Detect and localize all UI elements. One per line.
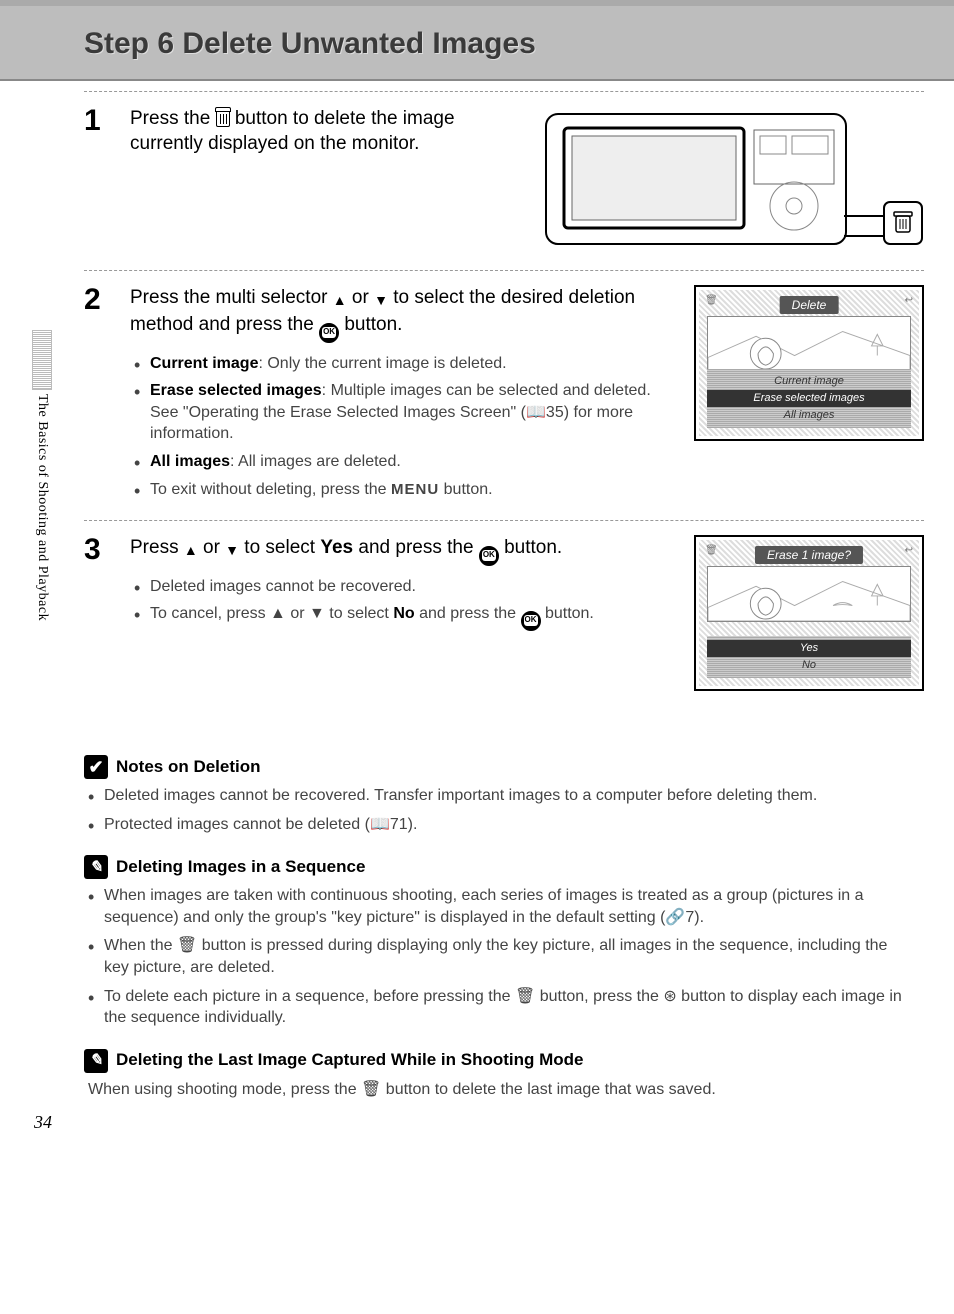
note-last-image: ✎ Deleting the Last Image Captured While… (84, 1049, 914, 1101)
check-badge-icon: ✔ (84, 755, 108, 779)
step-number: 2 (84, 285, 112, 507)
list-item: To exit without deleting, press the MENU… (134, 479, 676, 501)
down-icon (374, 287, 388, 313)
step-title: Step 6 Delete Unwanted Images (84, 24, 954, 65)
trash-icon (216, 111, 230, 127)
text: Press the (130, 108, 216, 129)
note-title: Deleting the Last Image Captured While i… (116, 1049, 584, 1072)
list-item: When the 🗑 button is pressed during disp… (88, 935, 914, 978)
thumbnail-illustration (707, 316, 911, 372)
note-sequence: ✎ Deleting Images in a Sequence When ima… (84, 855, 914, 1029)
note-text: When using shooting mode, press the 🗑 bu… (88, 1079, 914, 1101)
page-number: 34 (34, 1110, 52, 1134)
list-item: When images are taken with continuous sh… (88, 885, 914, 928)
menu-item: All images (707, 407, 911, 424)
step-3: 3 Press or to select Yes and press the O… (84, 521, 924, 705)
step-3-bullets: Deleted images cannot be recovered. To c… (134, 576, 676, 631)
thumbnail-illustration (707, 566, 911, 622)
step-header: Step 6 Delete Unwanted Images (0, 0, 954, 81)
ok-button-icon: OK (319, 323, 339, 343)
back-small-icon: ↩ (905, 544, 913, 558)
note-title: Notes on Deletion (116, 756, 261, 779)
step-3-text: Press or to select Yes and press the OK … (130, 535, 676, 565)
up-icon (184, 537, 198, 563)
step-2: 2 Press the multi selector or to select … (84, 271, 924, 522)
step-1: 1 Press the button to delete the image c… (84, 91, 924, 271)
up-icon (333, 287, 347, 313)
camera-illustration (544, 106, 924, 256)
down-icon (225, 537, 239, 563)
trash-small-icon: 🗑 (705, 294, 718, 308)
note-deletion: ✔ Notes on Deletion Deleted images canno… (84, 755, 914, 835)
list-item: Deleted images cannot be recovered. (134, 576, 676, 598)
menu-button-label: MENU (391, 481, 439, 498)
screen-title: Delete (780, 296, 839, 314)
note-title: Deleting Images in a Sequence (116, 856, 365, 879)
step-number: 3 (84, 535, 112, 691)
notes-section: ✔ Notes on Deletion Deleted images canno… (84, 755, 924, 1100)
list-item: Protected images cannot be deleted (📖71)… (88, 814, 914, 836)
ok-button-icon: OK (479, 546, 499, 566)
pencil-badge-icon: ✎ (84, 1049, 108, 1073)
trash-small-icon: 🗑 (705, 544, 718, 558)
confirm-screen: 🗑 ↩ Erase 1 image? (694, 535, 924, 691)
list-item: To delete each picture in a sequence, be… (88, 986, 914, 1029)
screen-menu: Current image Erase selected images All … (707, 369, 911, 428)
menu-item: No (707, 657, 911, 674)
ok-button-icon: OK (521, 611, 541, 631)
back-small-icon: ↩ (905, 294, 913, 308)
screen-menu: Yes No (707, 636, 911, 678)
list-item: All images: All images are deleted. (134, 451, 676, 473)
list-item: Deleted images cannot be recovered. Tran… (88, 785, 914, 807)
step-2-bullets: Current image: Only the current image is… (134, 353, 676, 501)
menu-item-selected: Erase selected images (707, 390, 911, 407)
delete-menu-screen: 🗑↩ Delete Current i (694, 285, 924, 507)
pencil-badge-icon: ✎ (84, 855, 108, 879)
list-item: Current image: Only the current image is… (134, 353, 676, 375)
list-item: Erase selected images: Multiple images c… (134, 380, 676, 445)
step-1-text: Press the button to delete the image cur… (130, 106, 526, 157)
list-item: To cancel, press ▲ or ▼ to select No and… (134, 603, 676, 630)
menu-item-selected: Yes (707, 640, 911, 657)
screen-title: Erase 1 image? (755, 546, 863, 564)
menu-item: Current image (707, 373, 911, 390)
step-number: 1 (84, 106, 112, 256)
step-2-text: Press the multi selector or to select th… (130, 285, 676, 343)
